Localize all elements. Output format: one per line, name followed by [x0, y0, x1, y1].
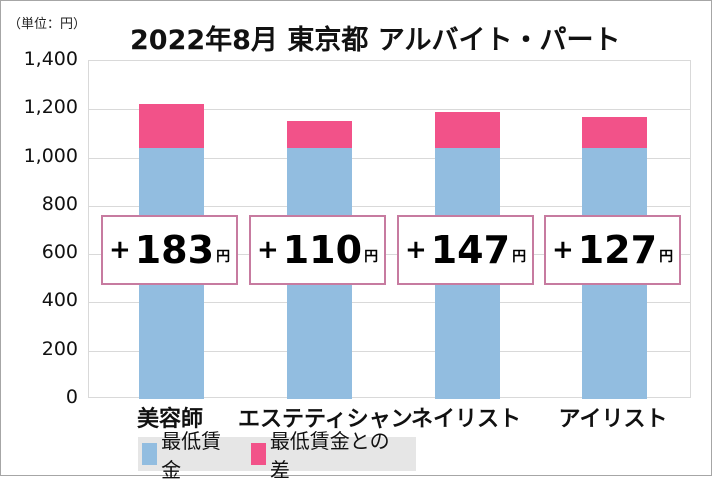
- label-yen: 円: [364, 249, 379, 265]
- y-tick-label: 800: [41, 192, 78, 215]
- label-yen: 円: [216, 249, 231, 265]
- gridline: [89, 109, 690, 111]
- gridline: [89, 350, 690, 352]
- legend-swatch-blue: [142, 443, 158, 465]
- label-num: 183: [134, 228, 215, 272]
- label-yen: 円: [659, 249, 674, 265]
- legend-item-minimum-wage: 最低賃金: [142, 425, 237, 483]
- difference-label: +147 円: [397, 215, 534, 285]
- label-num: 127: [577, 228, 658, 272]
- legend: 最低賃金 最低賃金との差: [138, 429, 416, 482]
- y-tick-label: 200: [41, 337, 78, 360]
- label-yen: 円: [512, 249, 527, 265]
- x-category-label: アイリスト: [558, 407, 668, 432]
- x-category-label: エステティシャン: [238, 407, 413, 432]
- legend-item-difference: 最低賃金との差: [250, 425, 402, 483]
- y-tick-label: 400: [41, 289, 78, 312]
- bar-difference: [435, 112, 500, 148]
- bar-difference: [139, 103, 204, 148]
- label-plus: +: [404, 235, 427, 265]
- y-tick-label: 1,400: [23, 48, 78, 70]
- x-category-label: ネイリスト: [410, 407, 521, 432]
- gridline: [89, 302, 690, 304]
- label-num: 110: [282, 228, 363, 272]
- y-tick-label: 1,200: [23, 96, 78, 119]
- legend-swatch-pink: [250, 443, 266, 465]
- unit-label: （単位：円）: [8, 17, 87, 32]
- bar-difference: [287, 121, 352, 148]
- label-plus: +: [551, 235, 574, 265]
- gridline: [89, 254, 690, 256]
- y-tick-label: 1,000: [23, 144, 78, 167]
- label-plus: +: [108, 235, 131, 265]
- chart-title: 2022年8月 東京都 アルバイト・パート: [130, 25, 621, 56]
- y-tick-label: 600: [41, 241, 78, 264]
- y-tick-label: 0: [65, 386, 78, 408]
- gridline: [89, 157, 690, 159]
- gridline: [89, 205, 690, 207]
- label-num: 147: [430, 228, 511, 272]
- x-category-label: 美容師: [136, 407, 203, 432]
- difference-label: +183 円: [101, 215, 238, 285]
- difference-label: +110 円: [249, 215, 386, 285]
- difference-label: +127 円: [544, 215, 681, 285]
- bar-difference: [582, 117, 647, 148]
- label-plus: +: [256, 235, 279, 265]
